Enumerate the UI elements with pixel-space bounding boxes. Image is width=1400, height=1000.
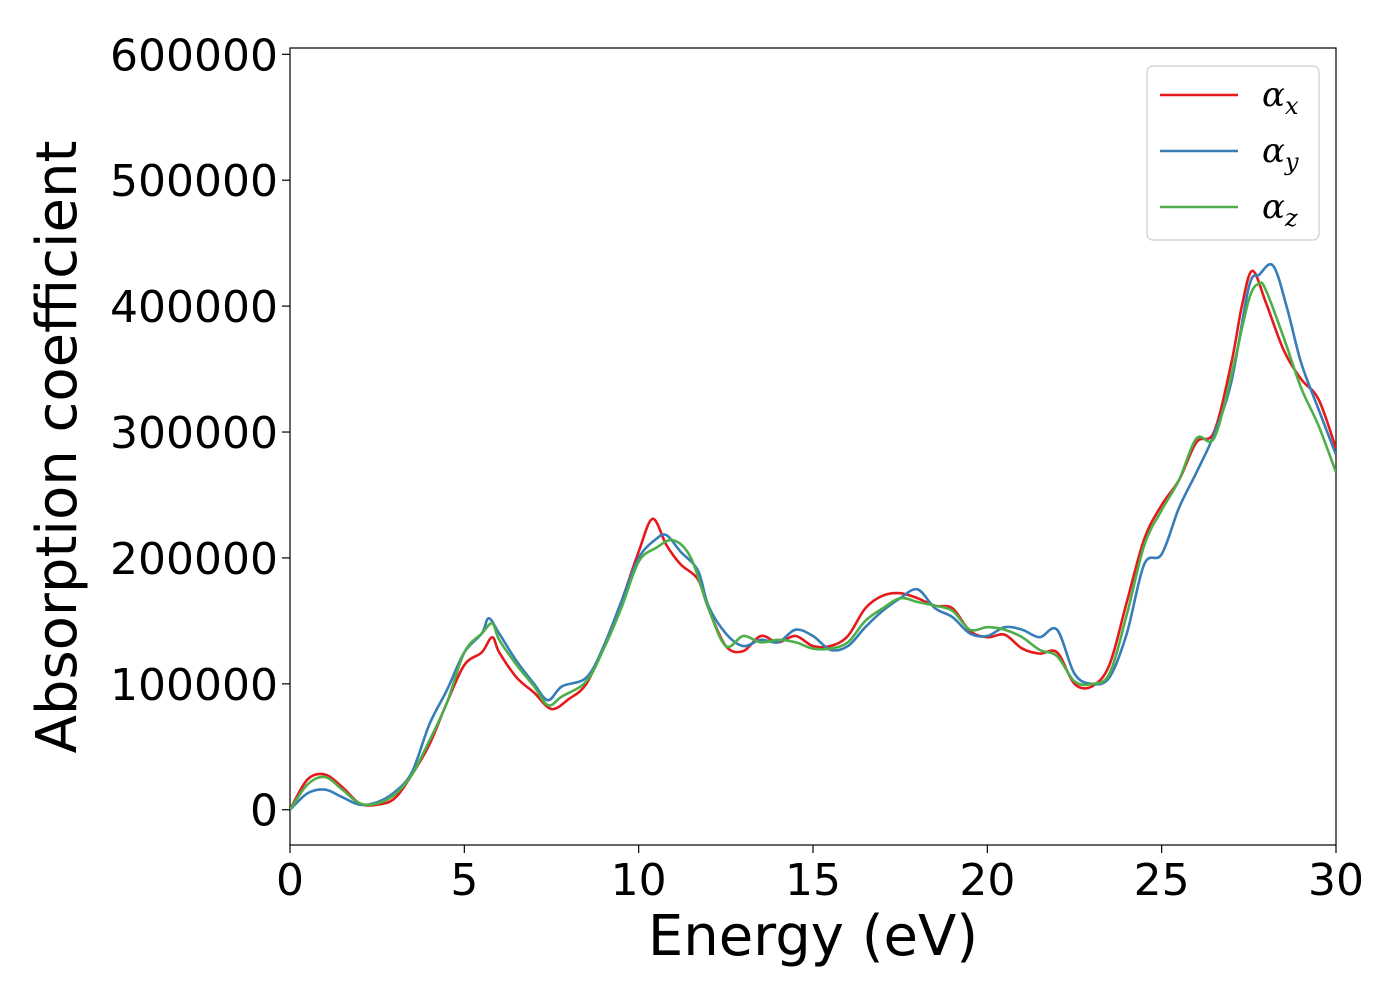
x-tick-label: 25 bbox=[1134, 855, 1190, 906]
series-line-alpha-z bbox=[290, 281, 1336, 811]
legend-box bbox=[1146, 65, 1320, 241]
series-line-alpha-y bbox=[290, 263, 1336, 811]
y-axis-title: Absorption coefficient bbox=[25, 141, 90, 754]
x-tick-label: 10 bbox=[611, 855, 667, 906]
legend-label-alpha-x: αx bbox=[1262, 75, 1299, 120]
x-tick-label: 5 bbox=[450, 855, 478, 906]
x-tick-label: 15 bbox=[785, 855, 841, 906]
y-tick-label: 400000 bbox=[110, 282, 278, 333]
y-axis: 0 100000 200000 300000 400000 500000 600000 bbox=[110, 30, 290, 837]
x-tick-label: 30 bbox=[1308, 855, 1364, 906]
y-tick-label: 100000 bbox=[110, 660, 278, 711]
x-tick-label: 20 bbox=[959, 855, 1015, 906]
y-tick-label: 200000 bbox=[110, 534, 278, 585]
series-line-alpha-x bbox=[290, 269, 1336, 811]
x-axis-title: Energy (eV) bbox=[648, 904, 978, 969]
y-tick-label: 600000 bbox=[110, 30, 278, 81]
y-tick-label: 0 bbox=[250, 786, 278, 837]
x-axis: 0 5 10 15 20 25 30 bbox=[276, 845, 1364, 906]
y-tick-label: 500000 bbox=[110, 156, 278, 207]
legend: αx αy αz bbox=[1146, 65, 1320, 241]
x-tick-label: 0 bbox=[276, 855, 304, 906]
legend-label-alpha-y: αy bbox=[1262, 131, 1299, 176]
y-tick-label: 300000 bbox=[110, 408, 278, 459]
series-lines bbox=[290, 263, 1336, 811]
legend-label-alpha-z: αz bbox=[1262, 187, 1298, 232]
